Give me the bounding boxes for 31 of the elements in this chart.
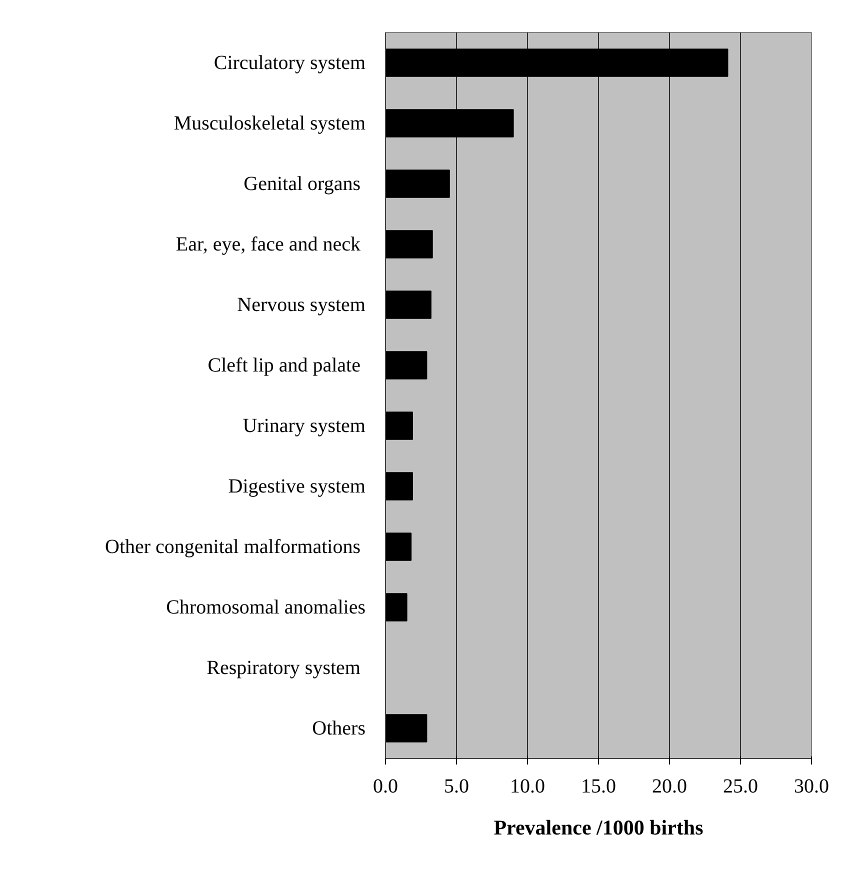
y-tick-label: Circulatory system [214,52,366,74]
y-tick-label: Respiratory system [206,656,361,679]
bar [386,170,450,198]
y-tick-label: Urinary system [242,414,366,437]
bar [386,472,413,500]
bar [386,351,428,380]
bar [386,532,412,561]
y-tick-label: Chromosomal anomalies [166,596,366,618]
y-tick-label: Musculoskeletal system [174,112,366,134]
bar [386,109,514,138]
x-tick-label: 30.0 [794,776,829,798]
x-tick-label: 25.0 [723,776,758,798]
y-tick-label: Cleft lip and palate [208,354,361,376]
bar [386,412,413,440]
x-tick-label: 15.0 [581,776,616,798]
y-tick-label: Digestive system [228,475,366,498]
bar [386,593,408,622]
y-tick-label: Other congenital malformations [105,536,361,558]
x-axis-title: Prevalence /1000 births [494,816,704,840]
x-tick-label: 0.0 [373,776,398,798]
bar [386,290,432,319]
y-tick-label: Genital organs [244,172,361,195]
x-tick-label: 10.0 [510,776,545,798]
x-tick-label: 20.0 [652,776,687,798]
bar [386,48,728,77]
y-tick-label: Nervous system [237,294,366,316]
bar [386,230,433,258]
bar [386,714,428,742]
y-tick-label: Others [312,717,366,740]
x-tick-label: 5.0 [444,776,469,798]
y-tick-label: Ear, eye, face and neck [176,233,361,256]
